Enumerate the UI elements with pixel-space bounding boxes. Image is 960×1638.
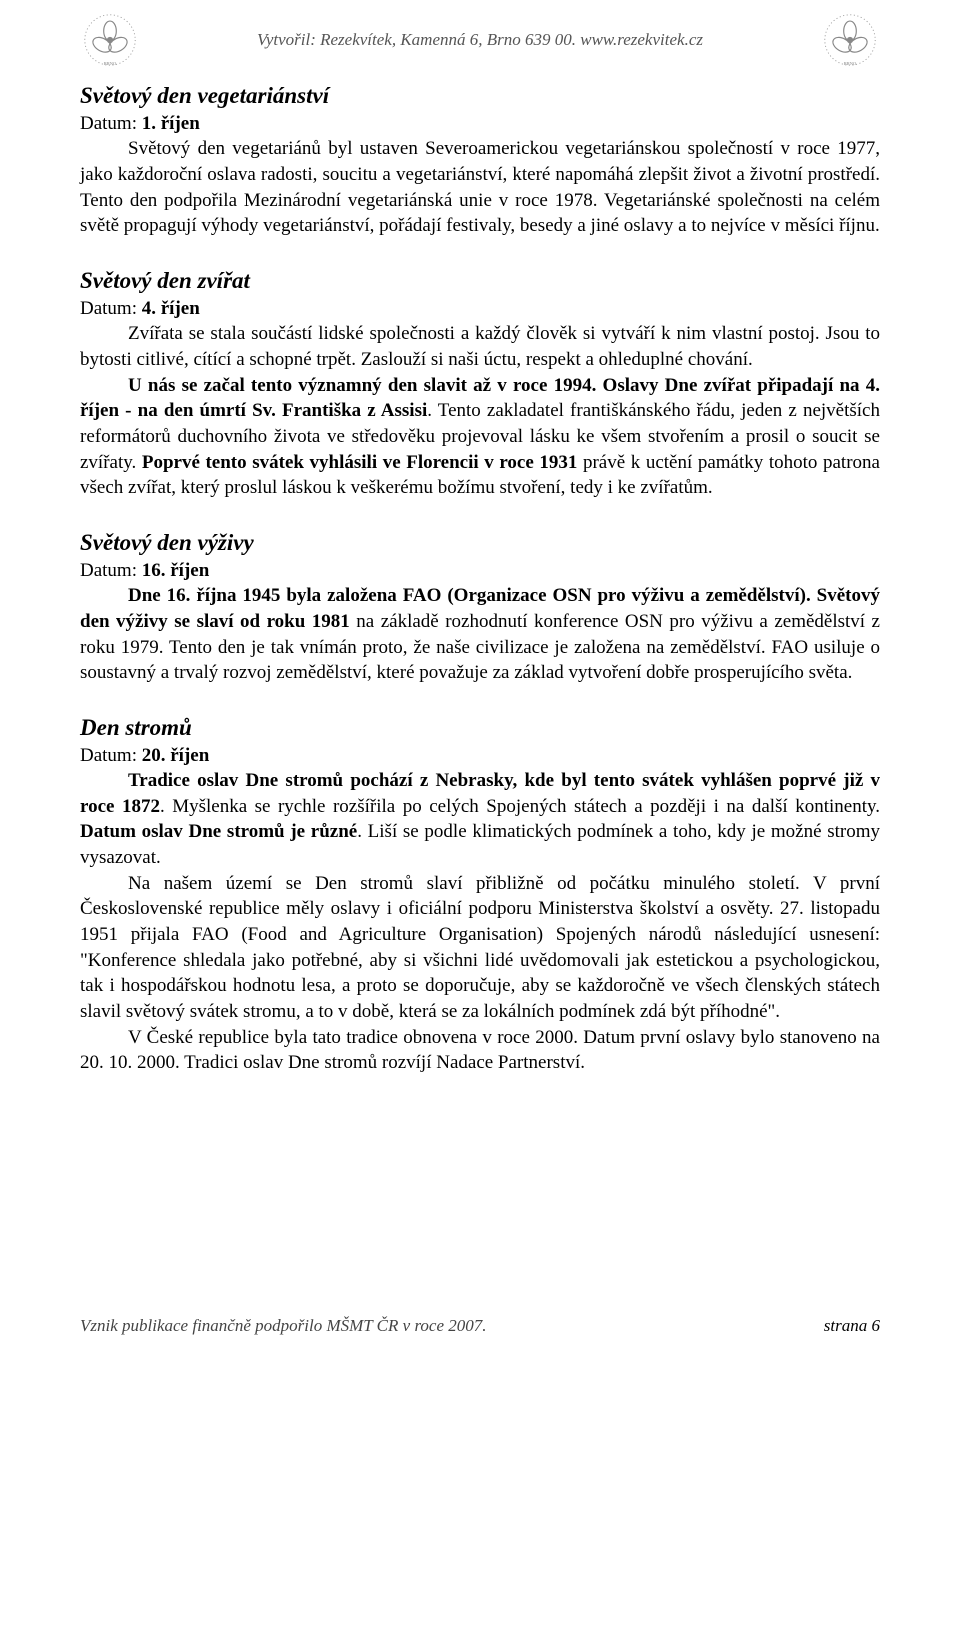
paragraph: Zvířata se stala součástí lidské společn…: [80, 321, 880, 372]
section-date: Datum: 4. říjen: [80, 296, 880, 322]
paragraph: U nás se začal tento významný den slavit…: [80, 373, 880, 501]
date-value: 16. říjen: [142, 560, 210, 581]
text-run: Datum oslav Dne stromů je různé: [80, 821, 357, 842]
section: Světový den výživyDatum: 16. říjenDne 16…: [80, 529, 880, 686]
text-run: . Myšlenka se rychle rozšířila po celých…: [160, 796, 880, 817]
paragraph: Světový den vegetariánů byl ustaven Seve…: [80, 136, 880, 239]
section-date: Datum: 1. říjen: [80, 111, 880, 137]
date-label: Datum:: [80, 745, 142, 766]
section-date: Datum: 20. říjen: [80, 743, 880, 769]
header-credit-text: Vytvořil: Rezekvítek, Kamenná 6, Brno 63…: [140, 30, 820, 50]
section-title: Světový den zvířat: [80, 267, 880, 296]
footer-funding-note: Vznik publikace finančně podpořilo MŠMT …: [80, 1316, 487, 1336]
date-label: Datum:: [80, 113, 142, 134]
logo-left: BRNO: [80, 10, 140, 70]
section-date: Datum: 16. říjen: [80, 558, 880, 584]
date-value: 4. říjen: [142, 298, 200, 319]
text-run: Zvířata se stala součástí lidské společn…: [80, 323, 880, 370]
date-label: Datum:: [80, 560, 142, 581]
date-value: 20. říjen: [142, 745, 210, 766]
section-body: Tradice oslav Dne stromů pochází z Nebra…: [80, 768, 880, 1076]
paragraph: Tradice oslav Dne stromů pochází z Nebra…: [80, 768, 880, 871]
paragraph: Na našem území se Den stromů slaví přibl…: [80, 871, 880, 1025]
paragraph: Dne 16. října 1945 byla založena FAO (Or…: [80, 583, 880, 686]
svg-text:BRNO: BRNO: [104, 61, 117, 66]
section: Světový den vegetariánstvíDatum: 1. říje…: [80, 82, 880, 239]
text-run: Světový den vegetariánů byl ustaven Seve…: [80, 138, 880, 236]
logo-right: BRNO: [820, 10, 880, 70]
text-run: V České republice byla tato tradice obno…: [80, 1027, 880, 1074]
section-title: Světový den výživy: [80, 529, 880, 558]
section: Den stromůDatum: 20. říjenTradice oslav …: [80, 714, 880, 1076]
date-value: 1. říjen: [142, 113, 200, 134]
section-body: Dne 16. října 1945 byla založena FAO (Or…: [80, 583, 880, 686]
page-footer: Vznik publikace finančně podpořilo MŠMT …: [80, 1316, 880, 1336]
section-body: Zvířata se stala součástí lidské společn…: [80, 321, 880, 500]
page-header: BRNO Vytvořil: Rezekvítek, Kamenná 6, Br…: [80, 0, 880, 70]
document-body: Světový den vegetariánstvíDatum: 1. říje…: [80, 82, 880, 1076]
page-number: strana 6: [824, 1316, 880, 1336]
section-title: Světový den vegetariánství: [80, 82, 880, 111]
text-run: Na našem území se Den stromů slaví přibl…: [80, 873, 880, 1022]
svg-text:BRNO: BRNO: [844, 61, 857, 66]
date-label: Datum:: [80, 298, 142, 319]
section-title: Den stromů: [80, 714, 880, 743]
section: Světový den zvířatDatum: 4. říjenZvířata…: [80, 267, 880, 501]
section-body: Světový den vegetariánů byl ustaven Seve…: [80, 136, 880, 239]
text-run: Poprvé tento svátek vyhlásili ve Florenc…: [142, 452, 578, 473]
paragraph: V České republice byla tato tradice obno…: [80, 1025, 880, 1076]
